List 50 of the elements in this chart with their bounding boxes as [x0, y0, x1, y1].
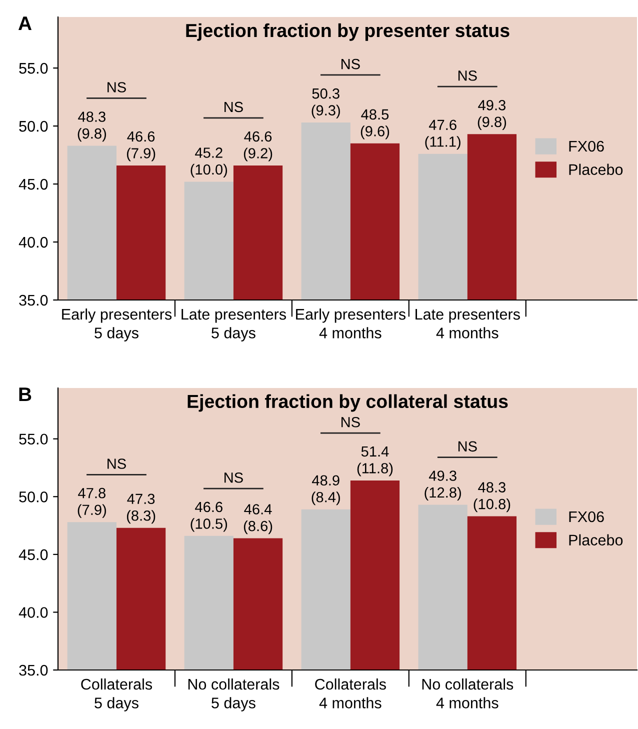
data-label: 45.2 (10.0)	[190, 148, 228, 178]
chart-title: Ejection fraction by presenter status	[186, 23, 510, 41]
y-tick-label: 50.0	[19, 492, 48, 502]
text: A	[18, 16, 32, 30]
data-label: 46.4 (8.6)	[244, 504, 272, 534]
annotation: NS	[108, 458, 126, 469]
data-label: 47.6 (11.1)	[425, 120, 460, 150]
data-label: 48.3 (10.8)	[474, 482, 510, 512]
y-tick-label: 45.0	[18, 178, 48, 190]
data-label: 46.6 (10.5)	[190, 502, 228, 532]
x-tick-label: Late presenters 4 months	[416, 309, 520, 338]
data-label: 48.5 (9.6)	[360, 109, 390, 140]
y-tick-label: 40.0	[18, 236, 48, 248]
data-label: 50.3 (9.3)	[312, 88, 340, 118]
legend-label: Placebo	[569, 534, 623, 546]
data-label: 47.3 (8.3)	[126, 494, 156, 524]
y-tick-label: 40.0	[18, 607, 48, 618]
chart-title: Ejection fraction by collateral status	[188, 394, 508, 412]
data-label: 51.4 (11.8)	[357, 446, 393, 476]
y-tick-label: 55.0	[19, 62, 48, 74]
x-tick-label: Early presenters 4 months	[296, 308, 406, 338]
annotation: NS	[108, 82, 126, 92]
y-tick-label: 50.0	[19, 120, 48, 132]
annotation: NS	[341, 416, 360, 428]
legend-label: FX06	[569, 140, 604, 152]
data-label: 48.9 (8.4)	[312, 475, 340, 506]
x-tick-label: Collaterals 5 days	[81, 678, 152, 712]
x-tick-label: No collaterals 5 days	[188, 678, 280, 712]
y-tick-label: 55.0	[19, 434, 48, 445]
data-label: 49.3 (9.8)	[478, 100, 506, 130]
legend-label: Placebo	[569, 164, 623, 175]
text: B	[19, 388, 32, 402]
data-label: 47.8 (7.9)	[78, 488, 106, 518]
annotation: NS	[224, 102, 243, 112]
annotation: NS	[458, 70, 477, 81]
annotation: NS	[341, 58, 360, 70]
x-tick-label: Early presenters 5 days	[62, 308, 172, 342]
data-label: 49.3 (12.8)	[424, 470, 461, 501]
y-tick-label: 35.0	[19, 664, 48, 676]
data-label: 46.6 (7.9)	[126, 131, 156, 162]
legend-label: FX06	[569, 511, 604, 522]
x-tick-label: Collaterals 4 months	[315, 678, 386, 708]
annotation: NS	[458, 441, 477, 452]
data-label: 46.6 (9.2)	[244, 131, 272, 162]
annotation: NS	[224, 472, 243, 483]
x-tick-label: No collaterals 4 months	[422, 678, 514, 708]
x-tick-label: Late presenters 5 days	[182, 309, 286, 342]
y-tick-label: 45.0	[18, 549, 48, 560]
y-tick-label: 35.0	[19, 294, 48, 306]
data-label: 48.3 (9.8)	[78, 112, 106, 142]
